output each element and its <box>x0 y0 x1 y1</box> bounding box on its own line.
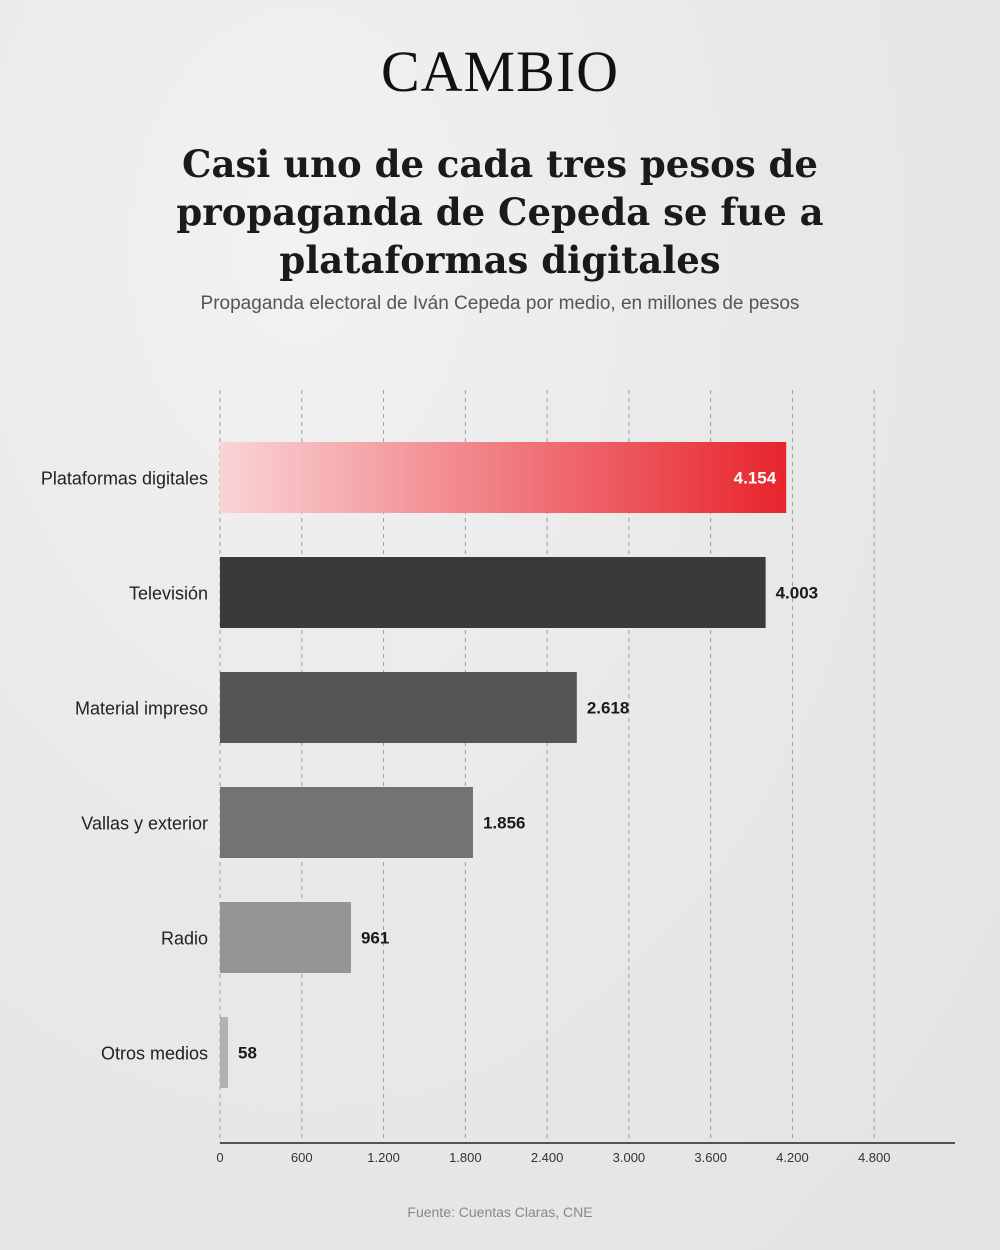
x-tick-label: 4.800 <box>858 1150 891 1165</box>
value-label: 1.856 <box>483 814 526 833</box>
x-axis: 0 600 1.200 1.800 2.400 3.000 3.600 4.200 4.800 <box>216 1142 955 1165</box>
bar <box>220 1017 228 1088</box>
x-tick-label: 4.200 <box>776 1150 809 1165</box>
x-tick-label: 1.200 <box>367 1150 400 1165</box>
bars: Plataformas digitales 4.154 Televisión 4.00… <box>41 442 818 1088</box>
brand-logo: CAMBIO <box>380 39 620 104</box>
value-label: 2.618 <box>587 699 630 718</box>
chart-subtitle: Propaganda electoral de Iván Cepeda por … <box>200 293 800 314</box>
x-tick-label: 3.600 <box>694 1150 727 1165</box>
category-label: Televisión <box>129 584 208 604</box>
bar <box>220 672 577 743</box>
x-tick-label: 2.400 <box>531 1150 564 1165</box>
source-note: Fuente: Cuentas Claras, CNE <box>407 1204 593 1220</box>
x-tick-label: 600 <box>291 1150 313 1165</box>
category-label: Material impreso <box>75 699 208 719</box>
category-label: Otros medios <box>101 1044 208 1064</box>
category-label: Plataformas digitales <box>41 469 208 489</box>
category-label: Radio <box>161 929 208 949</box>
x-tick-label: 3.000 <box>613 1150 646 1165</box>
bar <box>220 787 473 858</box>
bar <box>220 902 351 973</box>
value-label: 58 <box>238 1044 257 1063</box>
bar <box>220 442 787 513</box>
bar <box>220 557 766 628</box>
x-tick-label: 1.800 <box>449 1150 482 1165</box>
x-tick-label: 0 <box>216 1150 223 1165</box>
chart-title: Casi uno de cada tres pesos de propagand… <box>176 142 824 282</box>
value-label: 4.003 <box>776 584 819 603</box>
category-label: Vallas y exterior <box>81 814 208 834</box>
value-label: 961 <box>361 929 389 948</box>
value-label: 4.154 <box>734 469 777 488</box>
grid-lines <box>219 390 875 1143</box>
